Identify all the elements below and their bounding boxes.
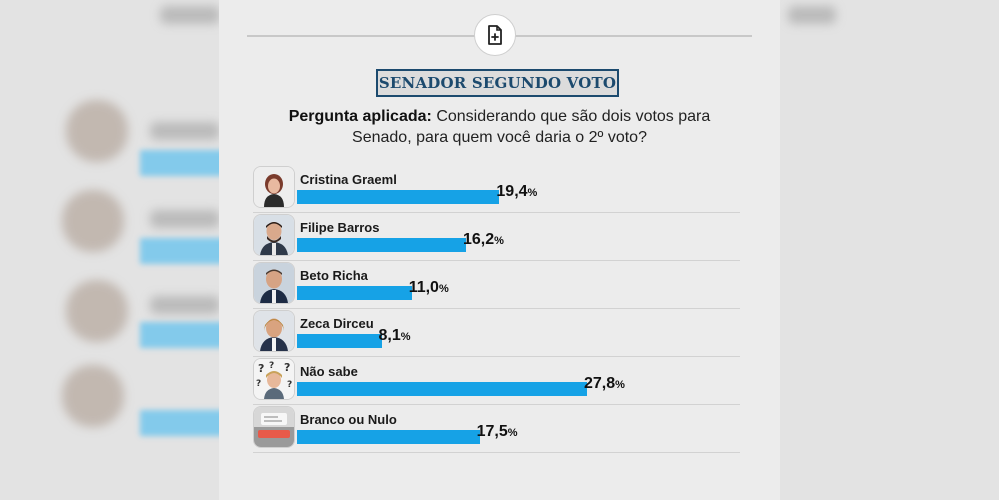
background-blur-left <box>0 0 219 500</box>
row-divider <box>253 404 740 405</box>
category-label: Filipe Barros <box>300 220 380 235</box>
bar <box>297 286 412 300</box>
data-label: 16,2% <box>463 231 504 248</box>
chart-row: Filipe Barros 16,2% <box>253 213 740 261</box>
data-label: 19,4% <box>496 183 538 200</box>
bar <box>297 334 382 348</box>
candidate-photo <box>253 262 295 304</box>
svg-text:?: ? <box>256 379 261 389</box>
document-plus-icon[interactable] <box>474 14 516 56</box>
chart-row: Branco ou Nulo 17,5% <box>253 405 740 453</box>
row-divider <box>253 356 740 357</box>
svg-text:?: ? <box>269 361 274 371</box>
infographic-card: SENADOR SEGUNDO VOTO Pergunta aplicada: … <box>219 0 780 500</box>
data-label: 27,8% <box>584 375 625 392</box>
category-label: Zeca Dirceu <box>300 316 374 331</box>
category-label: Cristina Graeml <box>300 172 397 187</box>
chart-row: Cristina Graeml 19,4% <box>253 165 740 213</box>
chart-row: Zeca Dirceu 8,1% <box>253 309 740 357</box>
svg-text:?: ? <box>287 380 292 390</box>
bar <box>297 238 466 252</box>
question-text: Pergunta aplicada: Considerando que são … <box>279 106 720 148</box>
question-label: Pergunta aplicada: <box>288 108 432 125</box>
bar <box>297 190 500 204</box>
row-divider <box>253 260 740 261</box>
chart-title: SENADOR SEGUNDO VOTO <box>376 69 619 97</box>
row-divider <box>253 452 740 453</box>
bar <box>297 382 587 396</box>
candidate-photo <box>253 310 295 352</box>
candidate-photo <box>253 214 295 256</box>
svg-text:?: ? <box>258 362 264 375</box>
chart-row: ????? Não sabe 27,8% <box>253 357 740 405</box>
question-body: Considerando que são dois votos para Sen… <box>352 108 711 146</box>
bar <box>297 430 480 444</box>
chart-row: Beto Richa 11,0% <box>253 261 740 309</box>
row-divider <box>253 212 740 213</box>
row-divider <box>253 308 740 309</box>
svg-text:?: ? <box>284 361 290 374</box>
candidate-photo <box>253 166 295 208</box>
ballot-box-icon <box>253 406 295 448</box>
data-label: 11,0% <box>408 279 449 296</box>
category-label: Não sabe <box>300 364 358 379</box>
data-label: 8,1% <box>378 327 411 344</box>
data-label: 17,5% <box>476 423 518 440</box>
category-label: Branco ou Nulo <box>300 412 397 427</box>
category-label: Beto Richa <box>300 268 368 283</box>
question-marks-icon: ????? <box>253 358 295 400</box>
background-blur-right <box>780 0 999 500</box>
